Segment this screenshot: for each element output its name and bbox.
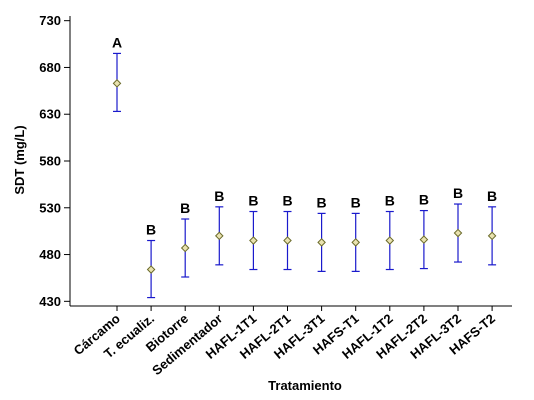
mean-point	[180, 243, 190, 253]
mean-point	[385, 236, 395, 245]
mean-point	[249, 236, 258, 245]
mean-point	[112, 79, 122, 88]
mean-point	[146, 265, 156, 274]
series: A B B B B B B B B B B B	[112, 34, 497, 299]
y-tick-label: 430	[39, 294, 61, 309]
group-label: B	[385, 193, 395, 209]
group-label: B	[146, 222, 156, 238]
y-ticks: 430 480 530 580 630 680 730	[39, 13, 70, 309]
y-tick-label: 680	[39, 60, 61, 75]
y-tick-label: 580	[39, 154, 61, 169]
group-label: B	[248, 193, 258, 209]
mean-point	[453, 228, 463, 238]
mean-point	[317, 238, 326, 247]
mean-point	[283, 236, 292, 245]
group-label: B	[180, 200, 190, 216]
group-label: B	[282, 193, 292, 209]
mean-point	[214, 231, 224, 241]
mean-point	[351, 238, 361, 247]
y-tick-label: 730	[39, 13, 61, 28]
group-label: B	[419, 192, 429, 208]
group-label: B	[351, 194, 361, 210]
y-tick-label: 530	[39, 200, 61, 215]
x-axis-title: Tratamiento	[268, 378, 342, 393]
y-tick-label: 480	[39, 247, 61, 262]
y-tick-label: 630	[39, 107, 61, 122]
axes	[69, 16, 512, 307]
group-label: A	[112, 34, 122, 50]
mean-point	[419, 235, 429, 244]
group-label: B	[453, 185, 463, 201]
group-label: B	[487, 188, 497, 204]
y-axis-title: SDT (mg/L)	[12, 125, 27, 194]
group-label: B	[317, 194, 327, 210]
group-label: B	[214, 188, 224, 204]
mean-point	[487, 231, 497, 241]
